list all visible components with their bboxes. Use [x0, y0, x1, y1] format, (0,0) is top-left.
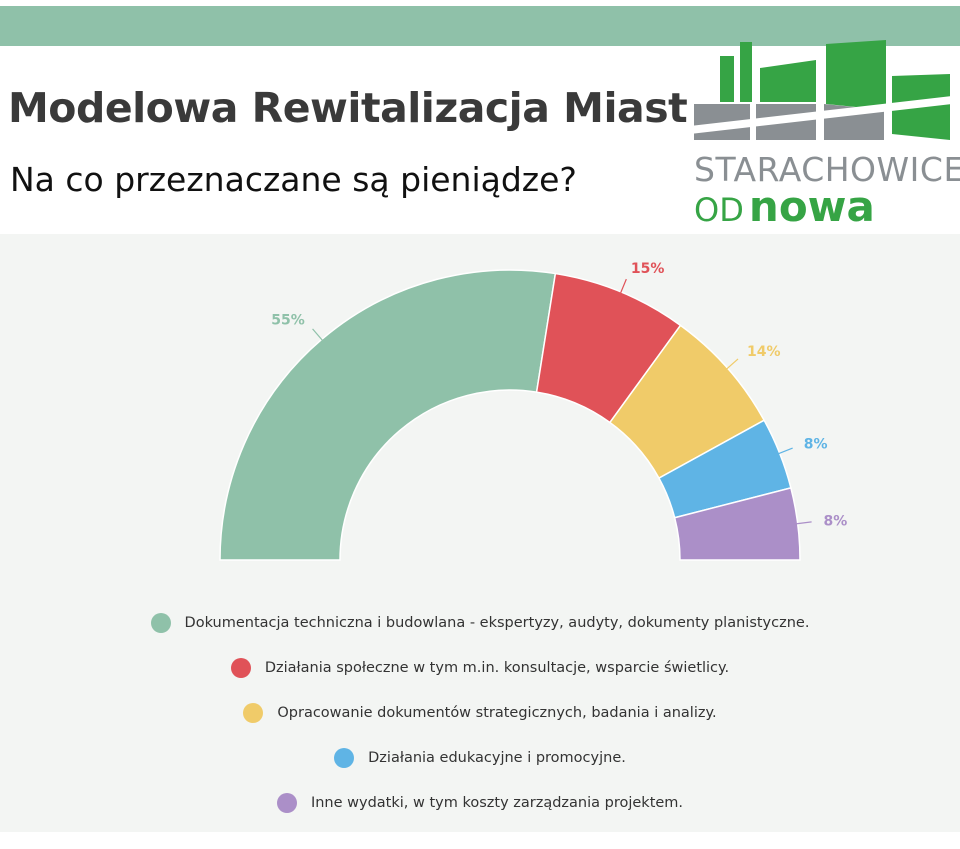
legend-swatch-1 [150, 613, 171, 633]
legend-item-2: Działania społeczne w tym m.in. konsulta… [0, 653, 960, 683]
slice-5 [673, 486, 801, 561]
half-donut-chart: 55% 15% 14% 8% 8% [219, 261, 848, 561]
logo-graphic [690, 40, 952, 140]
legend-label-2: Działania społeczne w tym m.in. konsulta… [264, 660, 730, 676]
slice-label-4: 8% [804, 437, 828, 453]
logo-text-nowa: nowa [748, 182, 875, 231]
legend-item-4: Działania edukacyjne i promocyjne. [0, 743, 960, 773]
logo-text-starachowice: STARACHOWICE [694, 150, 960, 189]
slice-label-3: 14% [747, 344, 781, 360]
slice-label-5: 8% [824, 513, 848, 529]
slice-1 [219, 269, 557, 561]
legend-label-3: Opracowanie dokumentów strategicznych, b… [277, 705, 717, 721]
leader-line-1 [312, 328, 327, 345]
leader-line-5 [791, 521, 812, 526]
page-title: Modelowa Rewitalizacja Miast [8, 84, 688, 132]
page-subtitle: Na co przeznaczane są pieniądze? [10, 160, 577, 199]
slice-label-2: 15% [631, 261, 665, 277]
starachowice-logo [690, 40, 952, 140]
legend-item-1: Dokumentacja techniczna i budowlana - ek… [0, 608, 960, 638]
leader-line-4 [773, 447, 793, 457]
legend-label-5: Inne wydatki, w tym koszty zarządzania p… [310, 795, 684, 811]
legend-item-3: Opracowanie dokumentów strategicznych, b… [0, 698, 960, 728]
logo-text-od: OD [694, 191, 744, 229]
logo-text-od-nowa: OD nowa [694, 182, 875, 231]
legend-swatch-5 [276, 793, 297, 813]
slice-label-1: 55% [271, 313, 305, 329]
leader-line-3 [722, 358, 739, 373]
legend-label-4: Działania edukacyjne i promocyjne. [368, 750, 626, 766]
legend-swatch-2 [230, 658, 251, 678]
legend-item-5: Inne wydatki, w tym koszty zarządzania p… [0, 788, 960, 818]
legend-label-1: Dokumentacja techniczna i budowlana - ek… [184, 615, 810, 631]
leader-line-2 [618, 278, 627, 298]
legend-swatch-4 [334, 748, 355, 768]
top-band [0, 6, 960, 46]
legend-swatch-3 [243, 703, 264, 723]
